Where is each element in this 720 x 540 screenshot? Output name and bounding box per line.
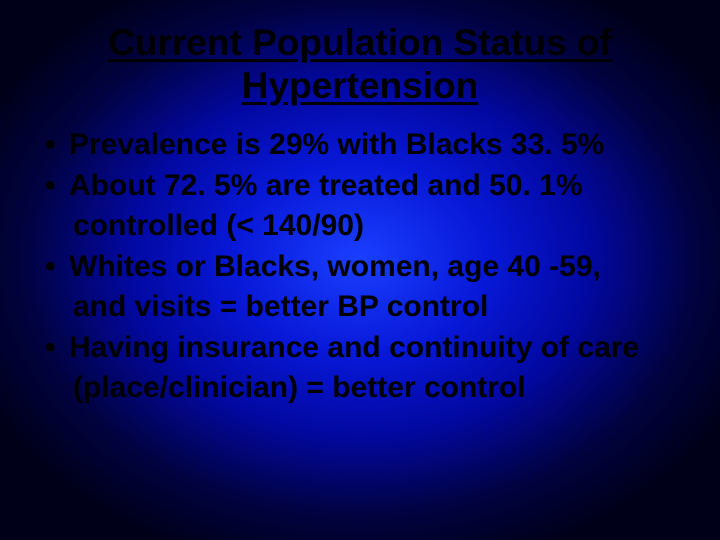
slide-title: Current Population Status of Hypertensio… (35, 22, 685, 107)
bullet-text: Prevalence is 29% with Blacks 33. 5% (69, 125, 685, 166)
title-line-1: Current Population Status of (108, 22, 612, 63)
bullet-icon: • (45, 328, 69, 369)
bullet-continuation: controlled (< 140/90) (45, 206, 685, 247)
bullet-text: Whites or Blacks, women, age 40 -59, (69, 247, 685, 288)
bullet-icon: • (45, 166, 69, 207)
bullet-icon: • (45, 125, 69, 166)
title-line-2: Hypertension (242, 65, 478, 106)
bullet-continuation: and visits = better BP control (45, 287, 685, 328)
bullet-item: • Whites or Blacks, women, age 40 -59, (45, 247, 685, 288)
slide-container: Current Population Status of Hypertensio… (0, 0, 720, 540)
bullet-item: • About 72. 5% are treated and 50. 1% (45, 166, 685, 207)
bullet-item: • Having insurance and continuity of car… (45, 328, 685, 369)
bullet-item: • Prevalence is 29% with Blacks 33. 5% (45, 125, 685, 166)
bullet-icon: • (45, 247, 69, 288)
bullet-text: About 72. 5% are treated and 50. 1% (69, 166, 685, 207)
bullet-list: • Prevalence is 29% with Blacks 33. 5% •… (35, 125, 685, 409)
bullet-continuation: (place/clinician) = better control (45, 368, 685, 409)
bullet-text: Having insurance and continuity of care (69, 328, 685, 369)
